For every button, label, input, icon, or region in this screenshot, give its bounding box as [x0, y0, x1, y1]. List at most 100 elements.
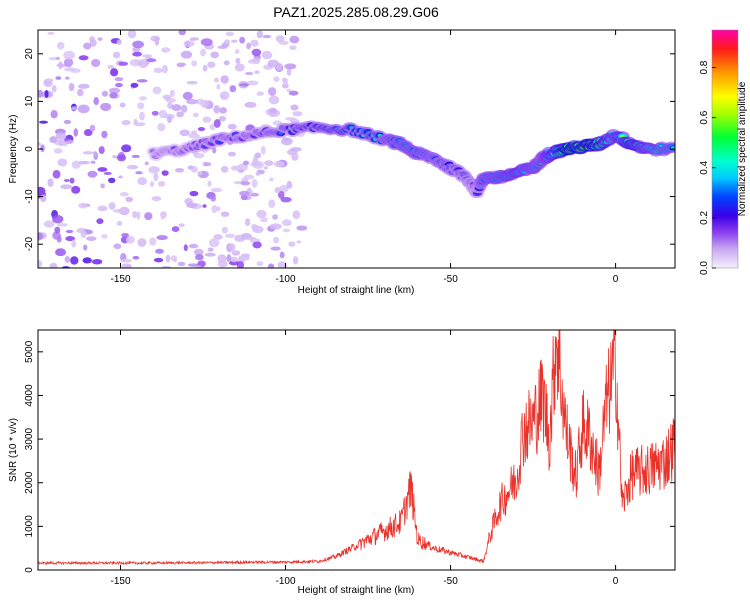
spectrogram-noise-blob: [100, 102, 112, 112]
spectrogram-noise-blob: [137, 177, 148, 186]
snr-y-tick-label: 5000: [24, 340, 35, 363]
spectrogram-noise-blob: [267, 59, 279, 68]
spectrogram-noise-blob: [56, 41, 65, 50]
spectrogram-noise-blob: [54, 226, 61, 234]
spectrogram-noise-blob: [210, 195, 217, 202]
spectrogram-noise-blob: [169, 89, 175, 98]
spectrogram-noise-blob: [211, 205, 218, 214]
spectrogram-noise-blob: [216, 83, 221, 90]
spectrogram-noise-blob: [38, 260, 43, 268]
spectrogram-noise-blob: [116, 154, 127, 162]
spectrogram-noise-blob: [202, 64, 208, 72]
spectrogram-noise-blob: [227, 123, 237, 130]
spectrogram-noise-blob: [118, 61, 129, 66]
spectrogram-noise-blob: [93, 96, 100, 106]
spectrogram-noise-blob: [161, 64, 168, 74]
spectrogram-noise-blob: [231, 250, 241, 256]
spectrogram-noise-blob: [56, 235, 62, 243]
spectrogram-noise-blob: [177, 261, 186, 267]
spectrogram-noise-blob: [251, 57, 261, 65]
spectrogram-noise-blob: [288, 90, 299, 96]
spectrogram-noise-blob: [47, 31, 55, 36]
spectrogram-noise-blob: [210, 187, 223, 193]
spectrogram-noise-blob: [203, 162, 212, 167]
colorbar-tick-label: 0.0: [699, 261, 710, 275]
spectrogram-noise-blob: [189, 37, 199, 41]
spectrogram-noise-blob: [282, 78, 288, 86]
spectrogram-noise-blob: [71, 185, 81, 194]
spectrogram-noise-blob: [282, 228, 290, 233]
spectrogram-noise-blob: [213, 105, 221, 114]
spectrogram-noise-blob: [39, 120, 49, 124]
spectrogram-noise-blob: [292, 111, 303, 117]
spectrogram-noise-blob: [235, 57, 241, 65]
spectrogram-noise-blob: [135, 171, 143, 175]
spectrogram-noise-blob: [250, 39, 259, 47]
spectrogram-noise-blob: [82, 257, 92, 264]
spectrogram-noise-blob: [132, 255, 140, 260]
spectrogram-noise-blob: [132, 51, 142, 57]
spectrogram-noise-blob: [146, 58, 157, 63]
spectrogram-noise-blob: [160, 211, 167, 219]
spectrogram-noise-blob: [112, 51, 121, 59]
spectrogram-y-tick-label: 0: [24, 146, 35, 152]
spectrogram-noise-blob: [131, 154, 140, 158]
snr-y-ticks: 0 1000 2000 3000 4000 5000: [24, 340, 675, 573]
spectrogram-noise-blob: [200, 48, 207, 57]
spectrogram-noise-blob: [244, 174, 255, 180]
spectrogram-noise-blob: [64, 76, 70, 80]
spectrogram-noise-blob: [120, 258, 133, 263]
spectrogram-noise-blob: [220, 211, 230, 217]
spectrogram-noise-blob: [87, 170, 98, 178]
spectrogram-noise-blob: [256, 210, 267, 219]
spectrogram-noise-blob: [63, 119, 72, 125]
spectrogram-noise-blob: [38, 232, 43, 241]
spectrogram-noise-blob: [109, 92, 118, 99]
spectrogram-noise-blob: [231, 39, 238, 43]
spectrogram-noise-blob: [182, 91, 193, 101]
spectrogram-noise-blob: [63, 67, 76, 72]
spectrogram-noise-blob: [238, 83, 250, 87]
spectrogram-noise-blob: [224, 233, 236, 238]
spectrogram-noise-blob: [134, 122, 146, 127]
spectrogram-noise-blob: [213, 234, 223, 240]
spectrogram-noise-blob: [202, 116, 212, 123]
figure-title: PAZ1.2025.285.08.29.G06: [273, 4, 439, 20]
spectrogram-noise-blob: [78, 55, 89, 61]
spectrogram-noise-blob: [52, 169, 61, 179]
spectrogram-x-tick-label: 0: [613, 274, 619, 285]
spectrogram-noise-blob: [148, 166, 160, 174]
spectrogram-noise-blob: [292, 256, 299, 265]
spectrogram-noise-blob: [108, 87, 121, 94]
spectrogram-noise-blob: [151, 196, 162, 202]
spectrogram-noise-blob: [116, 39, 122, 46]
spectrogram-noise-blob: [121, 263, 132, 268]
spectrogram-noise-blob: [246, 80, 259, 86]
spectrogram-noise-blob: [65, 236, 75, 242]
spectrogram-noise-blob: [71, 239, 77, 248]
spectrogram-noise-blob: [213, 119, 221, 128]
spectrogram-noise-blob: [261, 50, 273, 60]
spectrogram-noise-blob: [263, 166, 268, 170]
spectrogram-noise-blob: [221, 226, 229, 234]
snr-y-tick-label: 0: [24, 567, 35, 573]
spectrogram-noise-blob: [151, 110, 159, 116]
spectrogram-noise-blob: [132, 211, 137, 219]
spectrogram-noise-blob: [178, 223, 185, 227]
spectrogram-noise-blob: [149, 237, 157, 246]
spectrogram-noise-blob: [252, 157, 259, 167]
spectrogram-noise-blob: [93, 151, 98, 156]
spectrogram-y-tick-label: 10: [24, 95, 35, 107]
spectrogram-noise-blob: [153, 67, 163, 74]
spectrogram-noise-blob: [101, 130, 108, 139]
spectrogram-noise-blob: [158, 109, 168, 119]
spectrogram-noise-blob: [186, 202, 198, 209]
spectrogram-noise-blob: [96, 218, 104, 225]
spectrogram-noise-blob: [278, 190, 285, 199]
spectrogram-noise-blob: [44, 78, 54, 82]
spectrogram-noise-blob: [89, 36, 95, 43]
spectrogram-noise-blob: [268, 199, 276, 209]
spectrogram-noise-blob: [193, 248, 204, 256]
